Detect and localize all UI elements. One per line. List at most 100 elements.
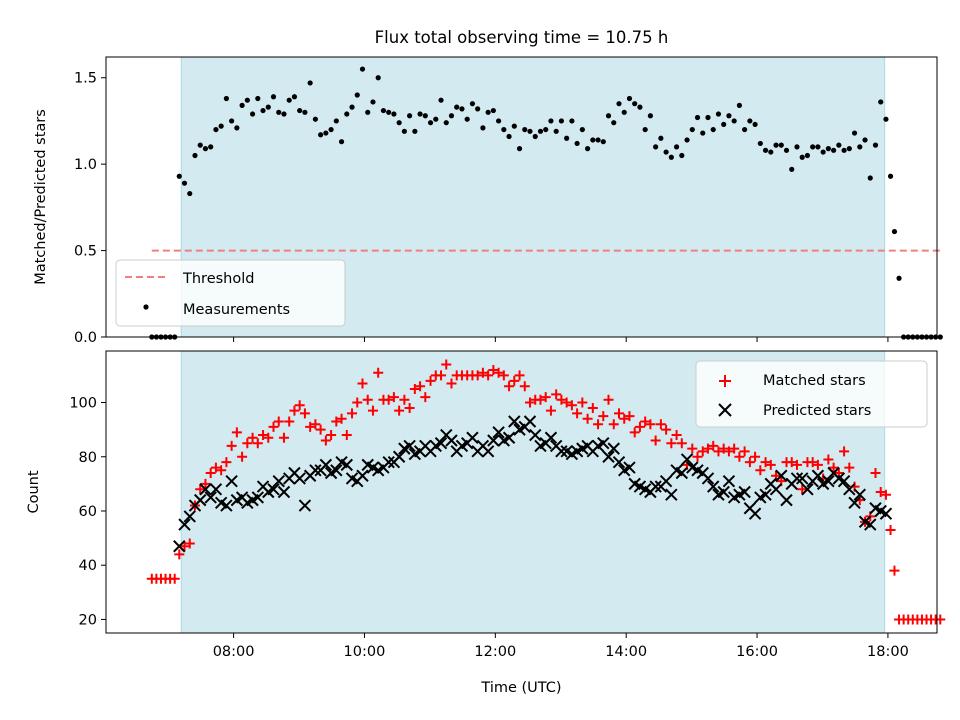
matched-star-point	[436, 370, 447, 381]
measurement-point	[867, 175, 873, 181]
measurement-point	[883, 116, 889, 122]
measurement-point	[181, 180, 188, 186]
measurement-point	[574, 140, 580, 147]
matched-star-point	[310, 419, 321, 430]
matched-star-point	[498, 370, 509, 381]
y-tick-label: 0.0	[74, 330, 97, 346]
predicted-star-point	[623, 461, 636, 474]
top-panel: 0.0 0.5 1.0 1.5 Flux total observing time =…	[33, 28, 944, 346]
matched-star-point	[739, 446, 750, 457]
y-tick-label: 0.5	[74, 244, 97, 260]
measurement-point	[333, 118, 339, 124]
measurement-point	[501, 126, 507, 133]
measurement-point	[878, 99, 884, 105]
measurement-point	[605, 113, 612, 119]
matched-star-point	[880, 489, 891, 500]
measurement-point	[208, 144, 214, 150]
matched-star-point	[839, 446, 850, 457]
measurement-point	[752, 121, 758, 128]
predicted-star-point	[707, 480, 720, 493]
measurement-point	[548, 118, 554, 124]
matched-star-point	[441, 359, 452, 370]
matched-star-point	[603, 394, 614, 405]
predicted-star-point	[309, 464, 322, 477]
predicted-star-point	[209, 483, 223, 496]
matched-star-point	[404, 402, 415, 413]
matched-star-point	[889, 565, 900, 576]
measurement-point	[307, 80, 313, 86]
legend-predicted-swatch	[718, 403, 732, 417]
measurement-point	[480, 125, 486, 131]
predicted-star-point	[277, 485, 291, 499]
matched-star-point	[671, 430, 682, 441]
predicted-star-point	[796, 472, 809, 485]
bottom-legend: Matched stars Predicted stars	[695, 360, 928, 428]
measurement-point	[276, 109, 282, 115]
matched-star-point	[326, 430, 337, 441]
matched-star-point	[587, 402, 598, 413]
measurement-point	[736, 102, 742, 108]
measurement-point	[794, 144, 800, 150]
bottom-panel: 20 40 60 80 100 08:00 10:00 12:00 14:00 16:00 18:…	[26, 350, 946, 696]
predicted-star-point	[178, 518, 191, 531]
matched-star-point	[687, 443, 698, 454]
measurement-point	[579, 126, 585, 133]
predicted-star-point	[220, 499, 233, 512]
predicted-star-point	[267, 483, 280, 496]
matched-star-point	[446, 378, 457, 389]
matched-star-point	[278, 432, 289, 443]
measurement-point	[564, 135, 570, 141]
measurement-point	[218, 123, 224, 129]
matched-star-point	[551, 389, 562, 400]
measurement-point	[318, 132, 324, 138]
matched-star-point	[723, 446, 734, 457]
measurement-point	[789, 166, 795, 172]
matched-star-point	[169, 573, 180, 584]
x-tick-label: 10:00	[344, 644, 386, 660]
measurement-point	[710, 126, 716, 133]
measurement-point	[469, 101, 476, 107]
measurement-point	[632, 101, 638, 107]
measurement-point	[778, 142, 784, 148]
measurement-point	[433, 116, 439, 122]
predicted-star-point	[790, 472, 804, 485]
measurement-point	[799, 154, 805, 160]
measurement-point	[344, 111, 350, 117]
predicted-star-point	[848, 496, 861, 510]
predicted-star-point	[780, 493, 793, 507]
measurement-point	[338, 139, 345, 145]
matched-star-point	[577, 397, 588, 408]
measurement-point	[553, 128, 559, 134]
matched-star-point	[299, 408, 310, 419]
predicted-star-point	[675, 466, 689, 480]
measurement-point	[825, 146, 831, 152]
predicted-star-point	[811, 469, 825, 482]
bottom-x-ticks: 08:00 10:00 12:00 14:00 16:00 18:00	[213, 633, 909, 660]
measurement-point	[506, 133, 512, 140]
matched-star-point	[655, 419, 666, 430]
predicted-star-point	[356, 469, 369, 482]
matched-star-point	[315, 424, 326, 435]
predicted-star-point	[403, 439, 416, 453]
measurement-point	[202, 146, 209, 152]
measurement-point	[616, 101, 622, 107]
measurement-point	[569, 118, 575, 124]
top-y-axis-label: Matched/Predicted stars	[33, 109, 49, 285]
measurement-point	[757, 140, 763, 147]
measurement-point	[359, 66, 366, 72]
measurement-point	[213, 126, 219, 133]
measurement-point	[438, 97, 444, 103]
measurement-point	[658, 135, 664, 141]
matched-star-point	[519, 381, 530, 392]
predicted-star-point	[225, 474, 238, 488]
measurement-point	[328, 126, 334, 133]
bottom-y-ticks: 20 40 60 80 100	[69, 396, 106, 628]
x-tick-label: 16:00	[736, 644, 778, 660]
measurement-point	[558, 118, 565, 124]
predicted-star-point	[173, 540, 186, 553]
x-tick-label: 08:00	[213, 644, 255, 660]
x-axis-label: Time (UTC)	[480, 680, 561, 696]
predicted-star-point	[769, 483, 783, 496]
matched-star-point	[341, 430, 352, 441]
